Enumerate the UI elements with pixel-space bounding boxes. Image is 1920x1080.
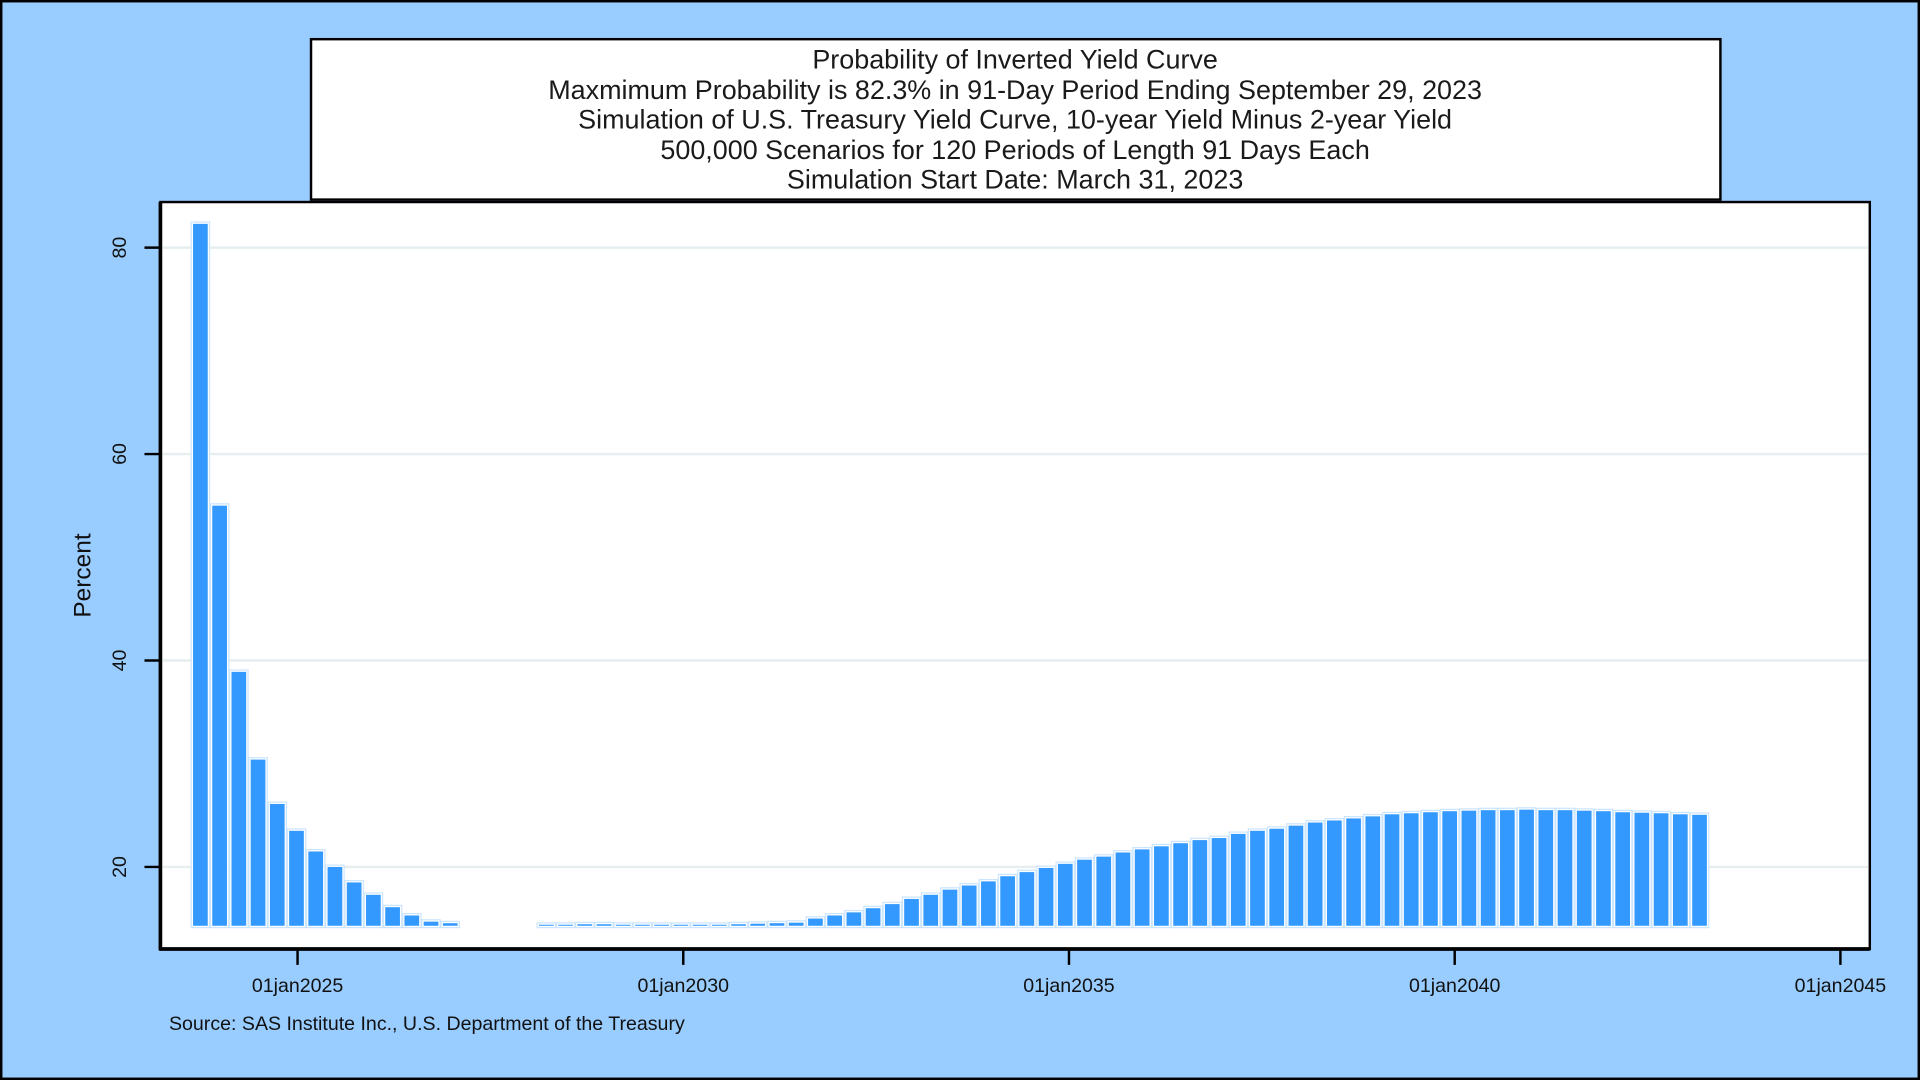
bar — [884, 904, 900, 926]
title-line-5: Simulation Start Date: March 31, 2023 — [787, 165, 1243, 195]
bar — [1057, 863, 1073, 926]
bar — [769, 923, 785, 926]
bar — [750, 923, 766, 926]
bar — [1557, 810, 1573, 926]
bar — [1653, 813, 1669, 926]
title-box: Probability of Inverted Yield Curve Maxm… — [309, 37, 1722, 201]
x-tick-label: 01jan2025 — [252, 975, 344, 997]
bar — [673, 924, 689, 926]
bar — [1307, 822, 1323, 926]
title-line-3: Simulation of U.S. Treasury Yield Curve,… — [578, 105, 1452, 135]
bar — [596, 924, 612, 926]
bar — [635, 924, 650, 926]
bar — [981, 881, 996, 926]
bar — [1499, 810, 1515, 926]
title-line-1: Probability of Inverted Yield Curve — [812, 45, 1218, 75]
bar — [1461, 810, 1477, 926]
bar — [846, 912, 862, 926]
bar — [1384, 814, 1400, 926]
bar — [1134, 849, 1150, 926]
y-axis-label: Percent — [70, 533, 97, 618]
bar — [1442, 811, 1458, 926]
bar — [577, 924, 593, 926]
bar — [231, 671, 247, 926]
bars — [190, 221, 1710, 929]
y-tick-label: 60 — [109, 443, 131, 465]
bar — [1077, 859, 1092, 926]
bar — [865, 908, 881, 926]
y-axis-ticks: 20 40 60 80 — [109, 237, 161, 878]
x-tick-label: 01jan2045 — [1795, 975, 1887, 997]
bar — [1154, 846, 1169, 926]
title-line-2: Maxmimum Probability is 82.3% in 91-Day … — [548, 75, 1482, 105]
bar — [539, 924, 554, 926]
bar — [1519, 809, 1534, 926]
bar — [308, 851, 324, 926]
x-tick-label: 01jan2030 — [638, 975, 730, 997]
bar — [923, 894, 939, 926]
title-line-4: 500,000 Scenarios for 120 Periods of Len… — [660, 135, 1369, 165]
bar — [1173, 843, 1188, 926]
bar — [1692, 814, 1707, 926]
bar — [1269, 828, 1285, 926]
bar — [1019, 872, 1035, 926]
bar — [250, 759, 266, 926]
bar — [1096, 856, 1112, 926]
bar — [1346, 818, 1361, 926]
bar — [1423, 812, 1438, 926]
bar — [1615, 812, 1631, 926]
bar — [904, 898, 919, 926]
y-tick-label: 80 — [109, 237, 131, 259]
bar — [366, 894, 381, 926]
bar — [442, 923, 458, 926]
bar — [1576, 810, 1592, 926]
bar — [1288, 825, 1304, 926]
bar — [1211, 838, 1227, 926]
bar — [1327, 820, 1342, 926]
bar — [212, 505, 227, 926]
bar — [289, 830, 304, 926]
bar — [808, 918, 823, 926]
bar — [327, 866, 343, 926]
bar — [1115, 852, 1131, 926]
bar — [404, 915, 420, 926]
bar — [269, 803, 285, 926]
bar — [1538, 810, 1554, 926]
bar — [961, 885, 977, 926]
y-tick-label: 20 — [109, 856, 131, 878]
bar — [1192, 840, 1208, 926]
bar — [1250, 830, 1265, 926]
bar — [385, 907, 400, 926]
x-axis-ticks: 01jan2025 01jan2030 01jan2035 01jan2040 01ja… — [252, 948, 1887, 997]
bar — [788, 922, 804, 926]
bar — [423, 921, 439, 926]
bar — [1672, 814, 1688, 926]
bar — [1000, 876, 1015, 926]
source-footnote: Source: SAS Institute Inc., U.S. Departm… — [169, 1013, 685, 1035]
bar — [1365, 816, 1381, 926]
bar — [731, 924, 746, 926]
bar — [558, 924, 573, 926]
bar — [346, 882, 362, 926]
bar — [1230, 833, 1246, 926]
bar — [193, 223, 208, 926]
x-tick-label: 01jan2035 — [1023, 975, 1115, 997]
bar — [827, 915, 842, 926]
x-tick-label: 01jan2040 — [1409, 975, 1501, 997]
bar — [1596, 811, 1611, 926]
bar — [942, 889, 958, 926]
bar — [1634, 812, 1650, 926]
bar — [692, 924, 708, 926]
bar — [615, 924, 631, 926]
bar — [711, 924, 727, 926]
bar — [654, 924, 670, 926]
bar — [1403, 813, 1419, 926]
bar — [1038, 867, 1054, 926]
bar — [1480, 810, 1496, 926]
y-tick-label: 40 — [109, 649, 131, 671]
